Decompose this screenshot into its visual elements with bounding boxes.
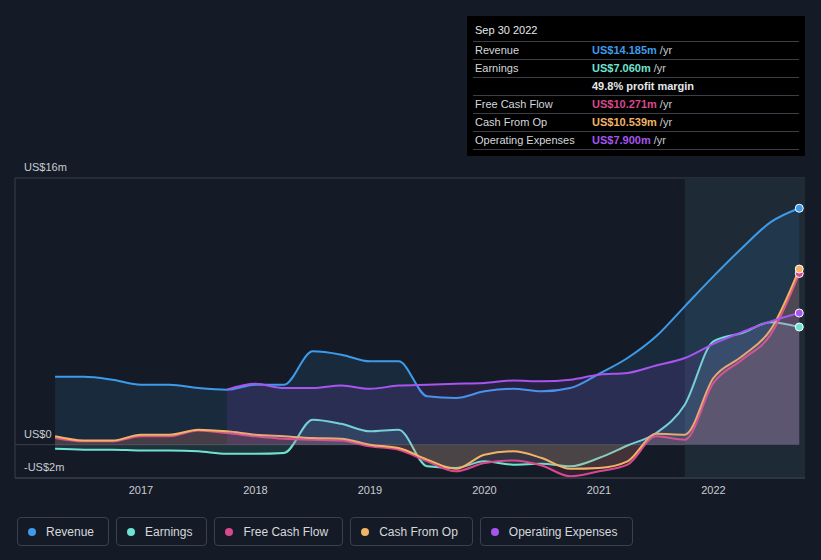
svg-text:US$0: US$0 (24, 428, 52, 440)
html-text:Operating Expenses: Operating Expenses (508, 524, 618, 539)
html-text:Revenue: Revenue (46, 524, 94, 539)
html-text:Cash From Op: Cash From Op (475, 116, 548, 128)
html-text:Operating Expenses: Operating Expenses (475, 134, 575, 146)
svg-text:2020: 2020 (472, 484, 496, 496)
html-text:Sep 30 2022: Sep 30 2022 (475, 24, 538, 36)
html-text:US$10.271m /yr: US$10.271m /yr (592, 98, 673, 110)
svg-text:2018: 2018 (243, 484, 267, 496)
html-text:Free Cash Flow: Free Cash Flow (475, 98, 553, 110)
html-text:US$14.185m /yr: US$14.185m /yr (592, 44, 673, 56)
html-text:Earnings: Earnings (475, 62, 519, 74)
html-text:US$7.060m /yr: US$7.060m /yr (592, 62, 666, 74)
html-text:Earnings: Earnings (145, 524, 193, 539)
svg-text:-US$2m: -US$2m (24, 461, 64, 473)
svg-text:2017: 2017 (129, 484, 153, 496)
svg-text:2022: 2022 (701, 484, 725, 496)
html-text:Cash From Op: Cash From Op (379, 524, 458, 539)
html-text:49.8% profit margin: 49.8% profit margin (592, 80, 695, 92)
html-text:Free Cash Flow: Free Cash Flow (243, 524, 329, 539)
html-text:US$7.900m /yr: US$7.900m /yr (592, 134, 666, 146)
svg-text:US$16m: US$16m (24, 161, 67, 173)
svg-text:2021: 2021 (587, 484, 611, 496)
html-text:US$10.539m /yr: US$10.539m /yr (592, 116, 673, 128)
html-text:Revenue: Revenue (475, 44, 519, 56)
svg-text:2019: 2019 (358, 484, 382, 496)
